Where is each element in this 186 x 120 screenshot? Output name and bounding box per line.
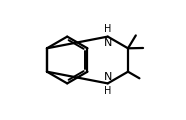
Text: H: H [104, 86, 111, 96]
Text: N: N [104, 38, 112, 48]
Text: N: N [104, 72, 112, 82]
Text: H: H [104, 24, 111, 34]
